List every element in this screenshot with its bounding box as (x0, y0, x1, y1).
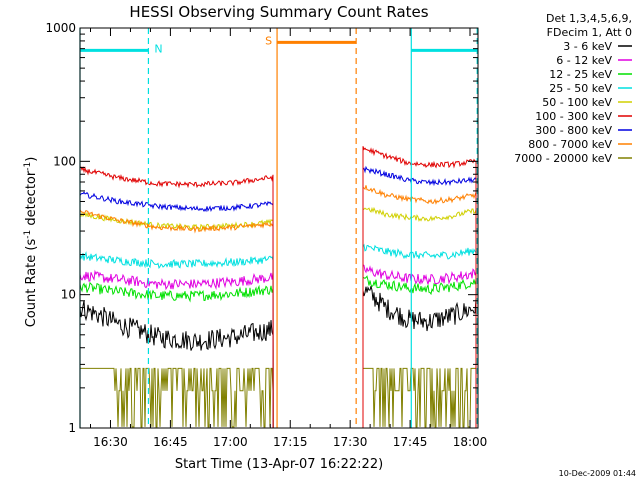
series-layer (79, 146, 477, 429)
series-50-100-kev (79, 206, 477, 429)
x-tick-label: 17:15 (273, 435, 308, 449)
series-line-segment (362, 275, 477, 428)
series-800-7000-kev (79, 185, 477, 429)
series-line-segment (362, 285, 477, 428)
flag-marker-s: S (265, 28, 357, 428)
legend-entry-label: 12 - 25 keV (549, 68, 612, 81)
series-line-segment (362, 263, 477, 428)
series-line-segment (362, 206, 477, 428)
x-tick-label: 18:00 (453, 435, 488, 449)
legend-entry-label: 7000 - 20000 keV (514, 152, 612, 165)
plot-frame (79, 27, 479, 429)
y-tick-label: 10 (61, 288, 76, 302)
y-axis-label-main: Count Rate (s (24, 239, 39, 328)
legend: Det 1,3,4,5,6,9,FDecim 1, Att 03 - 6 keV… (514, 12, 632, 165)
legend-entry-label: 25 - 50 keV (549, 82, 612, 95)
series-line-segment (362, 165, 477, 428)
x-tick-label: 16:45 (153, 435, 188, 449)
series-3-6-kev (79, 285, 477, 429)
y-axis-label-end: ) (24, 157, 39, 162)
series-line-segment (79, 300, 274, 429)
legend-entry-label: 3 - 6 keV (563, 40, 612, 53)
series-line-segment (362, 185, 477, 428)
y-tick-label: 1 (68, 421, 76, 435)
legend-header-line: Det 1,3,4,5,6,9, (546, 12, 632, 25)
series-line-segment (79, 191, 274, 429)
chart-title: HESSI Observing Summary Count Rates (129, 3, 428, 21)
y-axis-label-sup2: -1 (23, 162, 33, 171)
footer-date: 10-Dec-2009 01:44 (559, 469, 636, 478)
tick-labels: 1 10 100 1000 16:30 16:45 17:00 17:15 17:30 17:45… (45, 21, 487, 449)
flag-marker (410, 28, 478, 428)
y-axis-label-mid: detector (24, 170, 39, 230)
legend-entry-label: 100 - 300 keV (535, 110, 612, 123)
x-tick-label: 17:30 (333, 435, 368, 449)
series-line-segment (362, 243, 477, 428)
series-25-50-kev (79, 243, 477, 429)
legend-header-line: FDecim 1, Att 0 (547, 26, 632, 39)
series-line-segment (79, 367, 274, 429)
series-line-segment (79, 207, 274, 429)
legend-entry-label: 800 - 7000 keV (528, 138, 612, 151)
series-line-segment (79, 251, 274, 429)
legend-entry-label: 300 - 800 keV (535, 124, 612, 137)
y-axis-label-sup1: -1 (23, 230, 33, 239)
flag-label: N (154, 42, 162, 55)
y-tick-label: 100 (53, 154, 76, 168)
series-300-800-kev (79, 165, 477, 429)
x-tick-label: 17:00 (213, 435, 248, 449)
series-7000-20000-kev (79, 367, 477, 429)
axes (79, 27, 479, 429)
series-100-300-kev (79, 146, 477, 429)
series-line-segment (79, 165, 274, 429)
series-line-segment (362, 367, 477, 428)
series-6-12-kev (79, 263, 477, 429)
y-tick-label: 1000 (45, 21, 76, 35)
x-tick-label: 17:45 (393, 435, 428, 449)
x-tick-label: 16:30 (93, 435, 128, 449)
x-axis-label: Start Time (13-Apr-07 16:22:22) (175, 457, 383, 472)
legend-entry-label: 6 - 12 keV (556, 54, 612, 67)
y-axis-label: Count Rate (s-1 detector-1) (23, 157, 39, 328)
series-12-25-kev (79, 275, 477, 429)
series-line-segment (79, 269, 274, 429)
series-line-segment (362, 146, 477, 428)
series-line-segment (79, 281, 274, 429)
legend-entry-label: 50 - 100 keV (542, 96, 612, 109)
flag-label: S (265, 34, 272, 47)
